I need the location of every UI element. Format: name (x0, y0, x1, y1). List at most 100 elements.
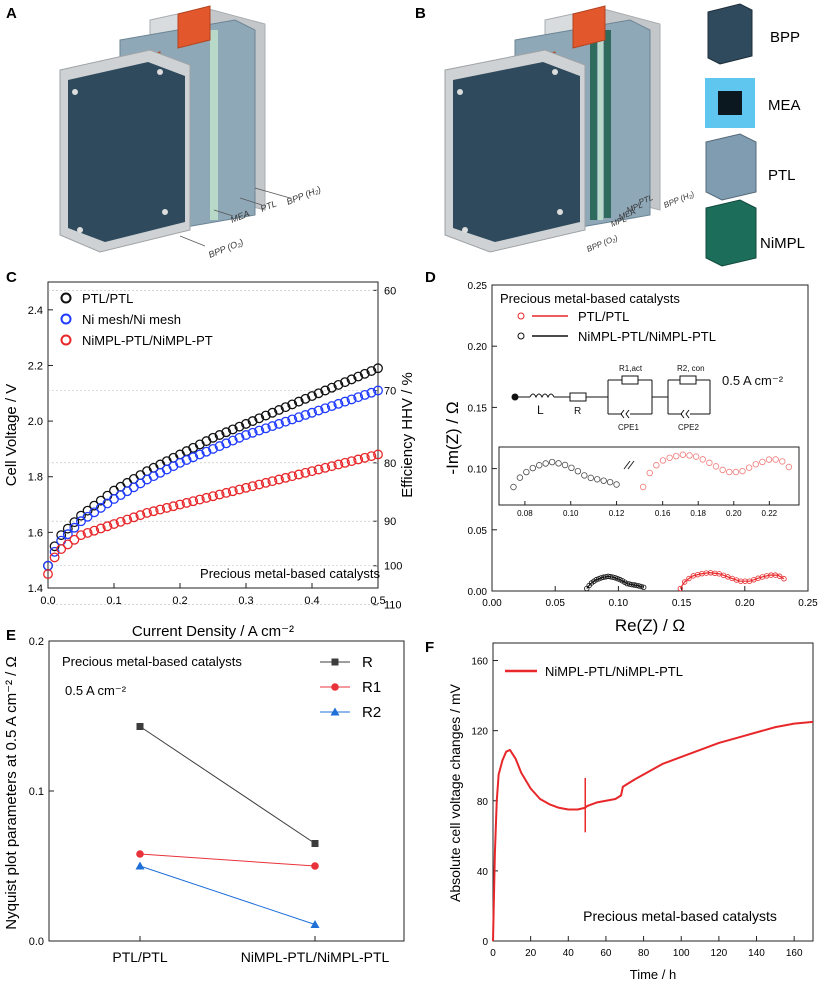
inset-point-red (666, 454, 673, 461)
bpp-icon (707, 3, 753, 65)
bolt-a4 (162, 209, 168, 215)
inset-point-red (679, 451, 687, 458)
data-point-3 (300, 467, 311, 478)
marker-triangle-e (310, 920, 320, 928)
y-tick-label-f: 0 (482, 937, 488, 948)
bolt-b2 (552, 69, 558, 75)
chart-c-marks: 0.0 0.1 0.2 0.3 0.4 0.5 1.4 1.6 1.8 2.0 2.2 2.4 60 70… (28, 285, 403, 611)
inset-tick-label: 0.08 (517, 509, 533, 518)
nimpl-layer-b2 (604, 30, 611, 218)
data-point-1 (373, 363, 383, 374)
legend-marker-e-2 (331, 683, 339, 691)
x-tick-label-d: 0.00 (482, 598, 502, 609)
inset-point-red (706, 459, 713, 467)
resistor-r1-symbol (621, 375, 639, 385)
data-point-3 (122, 514, 133, 525)
data-point-2 (247, 427, 258, 438)
data-point-2 (293, 412, 304, 423)
data-point-2 (194, 449, 205, 460)
inset-point-red (785, 463, 793, 471)
inset-point-black (594, 476, 601, 483)
inset-point-black (510, 483, 517, 491)
data-point-3 (227, 486, 238, 497)
component-legend: BPP MEA PTL NiMPL (705, 3, 805, 267)
data-point-2 (254, 425, 265, 436)
data-point-1 (260, 410, 271, 421)
data-point-1 (49, 541, 60, 552)
data-point-1 (340, 377, 350, 388)
series-line-e-R (139, 726, 316, 844)
data-point-3 (254, 479, 265, 490)
mea-layer-a (210, 30, 218, 220)
data-point-3 (340, 457, 350, 468)
data-point-3 (287, 471, 298, 482)
legend-marker-c-3 (60, 334, 72, 346)
chart-d-marks: 0.00 0.05 0.10 0.15 0.20 0.25 0.00 0.05 0.10 0.15… (468, 281, 819, 609)
mea-layer-b (598, 30, 603, 220)
inset-point-red (745, 464, 753, 471)
data-point-d-1 (781, 576, 787, 582)
circuit-label-r1: R1,act (619, 364, 643, 373)
data-point-1 (234, 421, 245, 432)
data-point-1 (307, 391, 317, 402)
legend-label-c-1: PTL/PTL (82, 291, 133, 306)
inset-tick-label: 0.16 (655, 509, 671, 518)
data-point-d-2 (612, 575, 618, 581)
inset-point-black (536, 462, 543, 469)
data-point-2 (353, 392, 364, 403)
inset-point-black (516, 474, 524, 481)
data-point-3 (109, 519, 119, 529)
marker-triangle-e (135, 861, 145, 870)
inset-tick-label: 0.12 (609, 509, 625, 518)
data-point-3 (280, 472, 291, 483)
inset-point-red (639, 483, 647, 491)
y-tick-label-f: 40 (477, 867, 489, 878)
inset-tick-label: 0.22 (762, 509, 778, 518)
data-point-2 (208, 443, 218, 454)
data-point-3 (373, 449, 383, 460)
data-point-3 (326, 461, 337, 472)
data-point-1 (320, 385, 331, 396)
legend-marker-c-1 (60, 292, 72, 304)
panel-c: C 0.0 0.1 0.2 0.3 0.4 0.5 1.4 1.6 1.8 2.0 2.2 2.4 60… (3, 269, 416, 640)
label-bpp: BPP (770, 29, 800, 46)
y-axis-label-f: Absolute cell voltage changes / mV (447, 683, 463, 902)
data-point-1 (69, 517, 80, 528)
data-point-2 (69, 522, 80, 533)
legend-d: PTL/PTL NiMPL-PTL/NiMPL-PTL (517, 309, 716, 344)
copper-tab-b1 (572, 5, 606, 49)
data-point-1 (62, 523, 73, 534)
data-point-1 (267, 407, 278, 418)
x-tick-label-f: 20 (525, 948, 537, 959)
data-point-3 (366, 451, 377, 462)
data-point-2 (214, 441, 225, 452)
data-point-2 (366, 387, 377, 398)
panel-b: B BPP (H₂) PTL MPL MEA MPL BPP (O₂) BPP … (415, 3, 805, 267)
inset-point-red (699, 456, 706, 463)
y-tick-label-f: 120 (471, 727, 488, 738)
inset-point-red (686, 452, 693, 459)
y-tick-label-c: 1.8 (28, 472, 43, 484)
y2-tick-label-c: 70 (384, 385, 396, 397)
inset-point-red (719, 466, 726, 474)
bolt-a2 (157, 69, 163, 75)
data-point-d-1 (686, 575, 692, 582)
inductor-symbol (529, 393, 555, 399)
inset-point-black (548, 458, 556, 466)
data-point-d-1 (677, 585, 684, 592)
legend-title-d: Precious metal-based catalysts (500, 291, 680, 306)
plot-frame-f (492, 642, 814, 942)
x-tick-label-c: 0.0 (40, 595, 55, 607)
data-point-3 (82, 527, 93, 538)
data-point-3 (155, 504, 166, 515)
data-point-2 (201, 446, 212, 457)
panel-letter-b: B (415, 5, 426, 22)
data-point-3 (320, 462, 331, 473)
y-tick-label-c: 2.2 (28, 360, 43, 372)
marker-square-e (136, 723, 144, 730)
data-point-1 (254, 413, 265, 424)
y-tick-label-d: 0.25 (468, 281, 488, 292)
inset-point-red (732, 468, 740, 476)
data-point-2 (333, 398, 344, 409)
data-point-1 (333, 379, 344, 390)
